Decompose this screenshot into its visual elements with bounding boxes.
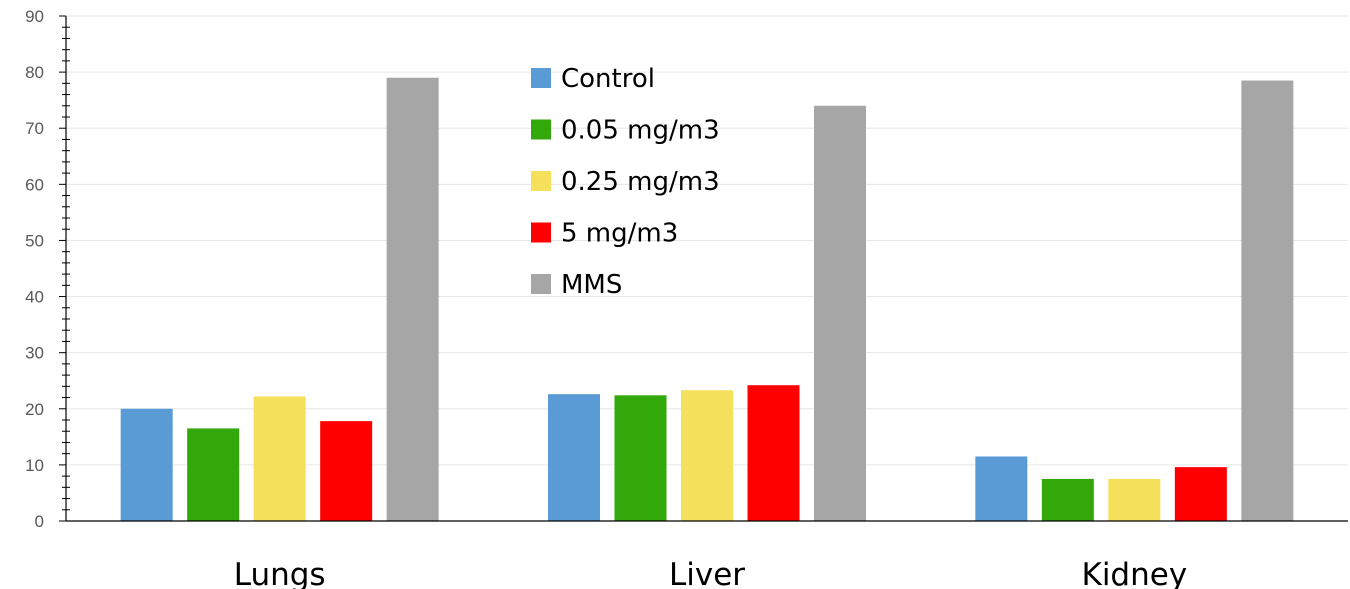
bar-liver-4	[814, 105, 866, 522]
category-label: Lungs	[234, 557, 326, 589]
bar-kidney-0	[975, 456, 1028, 521]
y-tick-label: 40	[25, 288, 44, 307]
bar-kidney-4	[1241, 80, 1294, 522]
y-tick-label: 0	[35, 512, 44, 531]
legend-swatch	[531, 222, 551, 243]
category-labels: Lungs Liver Kidney	[234, 557, 1187, 589]
y-tick-label: 70	[25, 119, 44, 138]
bar-lungs-0	[120, 408, 173, 521]
legend-swatch	[531, 68, 551, 88]
bar-liver-0	[548, 394, 600, 521]
y-tick-label: 90	[25, 7, 44, 26]
bar-kidney-2	[1108, 478, 1161, 521]
category-label: Liver	[669, 557, 745, 589]
y-tick-label: 50	[25, 231, 44, 250]
bar-kidney-1	[1041, 478, 1094, 521]
bar-lungs-2	[253, 396, 306, 521]
bar-liver-2	[681, 390, 733, 521]
y-tick-label: 60	[25, 175, 44, 194]
bar-kidney-3	[1174, 467, 1227, 521]
legend-label: 0.05 mg/m3	[561, 116, 720, 146]
bar-liver-3	[747, 385, 800, 521]
bar-liver-1	[614, 395, 667, 521]
bar-lungs-3	[320, 421, 373, 521]
legend-label: 0.25 mg/m3	[561, 167, 720, 197]
legend-swatch	[531, 119, 551, 140]
y-tick-label: 10	[25, 456, 44, 475]
y-tick-label: 30	[25, 344, 44, 363]
legend-swatch	[531, 171, 551, 191]
y-axis: 0 10 20 30 40 50 60 70 80 90	[25, 7, 1348, 531]
y-tick-label: 20	[25, 400, 44, 419]
category-label: Kidney	[1081, 557, 1187, 589]
bar-lungs-1	[187, 428, 240, 521]
bars	[120, 77, 1294, 522]
legend-label: 5 mg/m3	[561, 219, 678, 249]
legend: Control 0.05 mg/m3 0.25 mg/m3 5 mg/m3 MMS	[531, 64, 720, 300]
bar-lungs-4	[386, 77, 439, 521]
legend-swatch	[531, 274, 551, 294]
legend-label: MMS	[561, 270, 622, 300]
y-tick-label: 80	[25, 63, 44, 82]
legend-label: Control	[561, 64, 655, 94]
